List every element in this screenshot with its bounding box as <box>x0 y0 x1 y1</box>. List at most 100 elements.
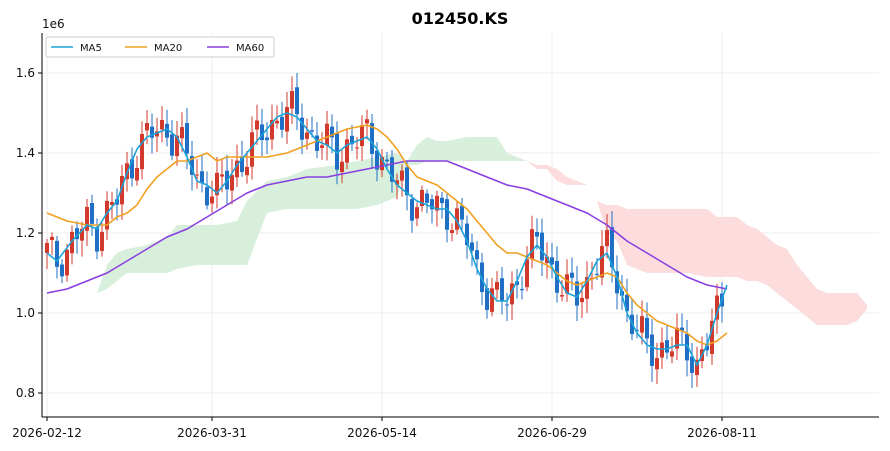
candle-body <box>210 196 214 204</box>
candle-body <box>165 123 169 138</box>
candle <box>515 268 519 299</box>
candle-body <box>295 87 299 115</box>
candle <box>270 104 274 150</box>
candle-body <box>310 130 314 132</box>
candle <box>120 165 124 220</box>
candle-body <box>240 156 244 173</box>
candle-body <box>520 288 524 291</box>
candle-body <box>175 135 179 157</box>
candle <box>330 114 334 154</box>
candle-body <box>140 133 144 170</box>
candle <box>155 117 159 152</box>
candle <box>670 336 674 364</box>
candle-body <box>160 119 164 130</box>
candle-body <box>235 160 239 178</box>
candle-body <box>405 167 409 196</box>
candle <box>550 242 554 279</box>
candle-body <box>150 126 154 138</box>
candle-body <box>640 316 644 333</box>
candle <box>530 215 534 269</box>
candle-body <box>560 295 564 297</box>
candle <box>410 193 414 233</box>
candle-body <box>715 295 719 320</box>
candle-body <box>690 356 694 373</box>
candle <box>65 243 69 282</box>
candle-body <box>570 272 574 278</box>
candle-body <box>635 330 639 332</box>
candle <box>175 120 179 166</box>
candle <box>135 155 139 186</box>
candle-body <box>220 174 224 177</box>
candle-body <box>650 334 654 366</box>
y-tick-label: 1.6 <box>16 66 35 80</box>
candle-body <box>610 227 614 268</box>
candle-body <box>120 176 124 205</box>
candle-body <box>540 232 544 261</box>
candle-body <box>495 281 499 290</box>
chart-title: 012450.KS <box>412 9 509 28</box>
candle-body <box>100 231 104 251</box>
candle-body <box>565 274 569 294</box>
candle-body <box>320 145 324 148</box>
candle-body <box>340 161 344 172</box>
candle-body <box>525 259 529 288</box>
candle <box>140 121 144 180</box>
candle <box>75 221 79 254</box>
candle <box>540 218 544 277</box>
x-tick-label: 2026-06-29 <box>517 426 587 440</box>
candle-body <box>490 288 494 312</box>
candle <box>295 72 299 131</box>
candle <box>325 110 329 161</box>
candle-body <box>55 240 59 267</box>
candle <box>510 271 514 321</box>
candle-body <box>350 135 354 145</box>
candle <box>215 157 219 209</box>
legend-label-ma20: MA20 <box>154 43 182 54</box>
candle-body <box>300 117 304 140</box>
candle <box>520 276 524 300</box>
candle-body <box>145 122 149 131</box>
candle <box>200 155 204 193</box>
candle-body <box>655 358 659 370</box>
candle-body <box>410 199 414 221</box>
candle <box>445 192 449 243</box>
candle <box>570 257 574 291</box>
candle-body <box>230 175 234 191</box>
candle-body <box>475 250 479 260</box>
candle <box>80 221 84 257</box>
candle-body <box>330 126 334 138</box>
candle <box>165 109 169 147</box>
candle <box>160 106 164 143</box>
candle-body <box>500 278 504 301</box>
candle <box>485 278 489 319</box>
candle <box>430 194 434 224</box>
candle-body <box>710 320 714 354</box>
candle <box>585 261 589 313</box>
x-tick-label: 2026-08-11 <box>687 426 757 440</box>
candle-body <box>110 202 114 205</box>
ichimoku-cloud-layer <box>47 137 867 337</box>
candle-body <box>180 127 184 139</box>
candle <box>635 314 639 339</box>
candle <box>460 198 464 230</box>
candle <box>210 180 214 213</box>
candle-body <box>270 119 274 140</box>
candle <box>205 171 209 210</box>
candle-body <box>415 207 419 219</box>
candle-body <box>510 283 514 305</box>
candle-body <box>605 230 609 247</box>
candle <box>505 292 509 322</box>
candle-body <box>455 208 459 230</box>
candle <box>625 278 629 323</box>
candle-body <box>615 271 619 294</box>
candle-body <box>65 249 69 276</box>
candle <box>285 92 289 144</box>
x-tick-label: 2026-05-14 <box>347 426 417 440</box>
y-axis-scale-label: 1e6 <box>42 17 65 31</box>
candle-body <box>440 197 444 204</box>
candle-body <box>185 123 189 154</box>
candle-body <box>705 345 709 351</box>
candle <box>440 192 444 219</box>
candle <box>400 164 404 197</box>
